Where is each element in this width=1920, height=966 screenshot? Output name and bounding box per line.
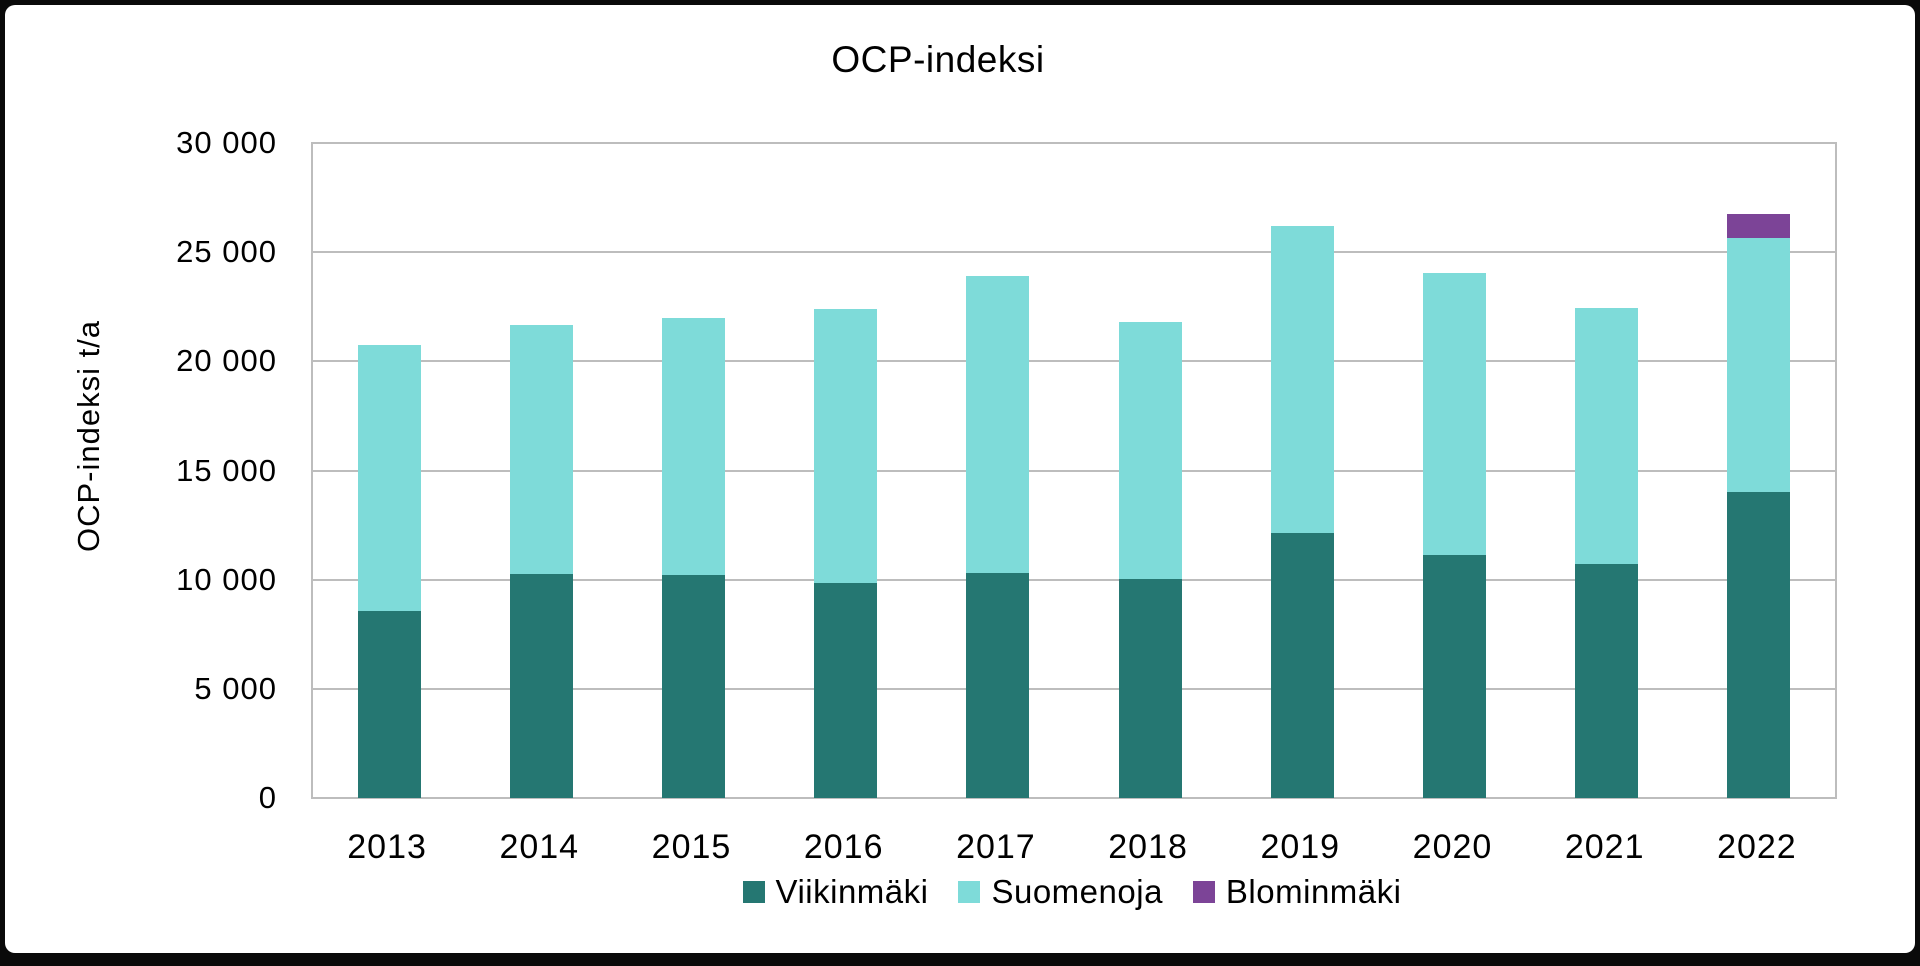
bar-segment-2018-suomenoja xyxy=(1118,322,1182,579)
chart-title: OCP-indeksi xyxy=(831,39,1045,80)
gridline xyxy=(311,687,1837,690)
bar-segment-2022-blominmäki xyxy=(1727,213,1791,238)
plot-area xyxy=(311,142,1837,799)
y-tick-label: 5 000 xyxy=(194,670,277,706)
x-tick-label-2013: 2013 xyxy=(347,828,427,866)
y-tick-label: 20 000 xyxy=(176,343,277,379)
bar-2019 xyxy=(1270,225,1334,798)
x-tick-label-2017: 2017 xyxy=(956,828,1036,866)
x-tick-label-2018: 2018 xyxy=(1108,828,1188,866)
y-tick-label: 25 000 xyxy=(176,234,277,270)
bar-segment-2019-suomenoja xyxy=(1270,225,1334,533)
legend-swatch-icon xyxy=(1192,881,1215,903)
legend-label: Blominmäki xyxy=(1225,873,1402,910)
bar-segment-2016-suomenoja xyxy=(814,308,878,583)
legend-swatch-icon xyxy=(742,881,765,903)
bar-segment-2013-suomenoja xyxy=(357,344,421,612)
x-tick-label-2014: 2014 xyxy=(499,828,580,866)
x-tick-label-2021: 2021 xyxy=(1564,828,1645,866)
bar-segment-2017-viikinmäki xyxy=(966,573,1030,798)
legend-label: Suomenoja xyxy=(991,873,1163,910)
bar-segment-2014-viikinmäki xyxy=(509,574,573,798)
legend: Viikinmäki Suomenoja Blominmäki xyxy=(311,874,1833,910)
gridline xyxy=(311,469,1837,472)
x-tick-label-2015: 2015 xyxy=(651,828,732,866)
gridline xyxy=(311,797,1837,799)
bar-2021 xyxy=(1575,307,1639,798)
bar-segment-2022-viikinmäki xyxy=(1727,492,1791,798)
legend-swatch-icon xyxy=(958,881,981,903)
bar-segment-2017-suomenoja xyxy=(966,276,1030,574)
bar-segment-2019-viikinmäki xyxy=(1270,532,1334,798)
bar-2018 xyxy=(1118,322,1182,798)
x-axis-labels: 2013 2014 2015 2016 2017 2018 2019 2020 2021 2022 xyxy=(311,825,1833,869)
gridline xyxy=(311,251,1837,254)
bar-segment-2016-viikinmäki xyxy=(814,582,878,798)
bar-2016 xyxy=(814,308,878,798)
gridline xyxy=(311,578,1837,581)
y-tick-label: 0 xyxy=(258,780,277,815)
bar-segment-2014-suomenoja xyxy=(509,325,573,575)
bar-segment-2021-viikinmäki xyxy=(1575,564,1639,798)
legend-item-viikinmäki: Viikinmäki xyxy=(742,873,929,910)
x-tick-label-2019: 2019 xyxy=(1260,828,1341,866)
y-tick-label: 30 000 xyxy=(176,125,277,160)
bar-2015 xyxy=(662,317,725,798)
bar-2017 xyxy=(966,276,1030,798)
y-tick-label: 15 000 xyxy=(176,452,277,488)
bar-segment-2015-viikinmäki xyxy=(662,575,725,798)
bar-2020 xyxy=(1423,273,1486,798)
bar-segment-2018-viikinmäki xyxy=(1118,578,1182,798)
gridline xyxy=(311,142,1837,144)
bar-segment-2021-suomenoja xyxy=(1575,307,1639,565)
bar-segment-2020-viikinmäki xyxy=(1423,554,1486,798)
bar-segment-2015-suomenoja xyxy=(662,317,725,576)
legend-item-suomenoja: Suomenoja xyxy=(958,874,1162,910)
bar-segment-2020-suomenoja xyxy=(1423,273,1486,555)
bar-2022 xyxy=(1727,213,1791,798)
gridline xyxy=(311,360,1837,363)
x-tick-label-2022: 2022 xyxy=(1717,828,1797,866)
bar-segment-2022-suomenoja xyxy=(1727,237,1791,493)
bar-2013 xyxy=(357,344,421,798)
bar-segment-2013-viikinmäki xyxy=(357,611,421,798)
x-tick-label-2016: 2016 xyxy=(803,828,884,866)
y-tick-label: 10 000 xyxy=(176,561,277,597)
legend-item-blominmäki: Blominmäki xyxy=(1192,873,1402,910)
x-tick-label-2020: 2020 xyxy=(1412,828,1493,866)
bar-2014 xyxy=(509,325,573,798)
legend-label: Viikinmäki xyxy=(775,873,929,910)
